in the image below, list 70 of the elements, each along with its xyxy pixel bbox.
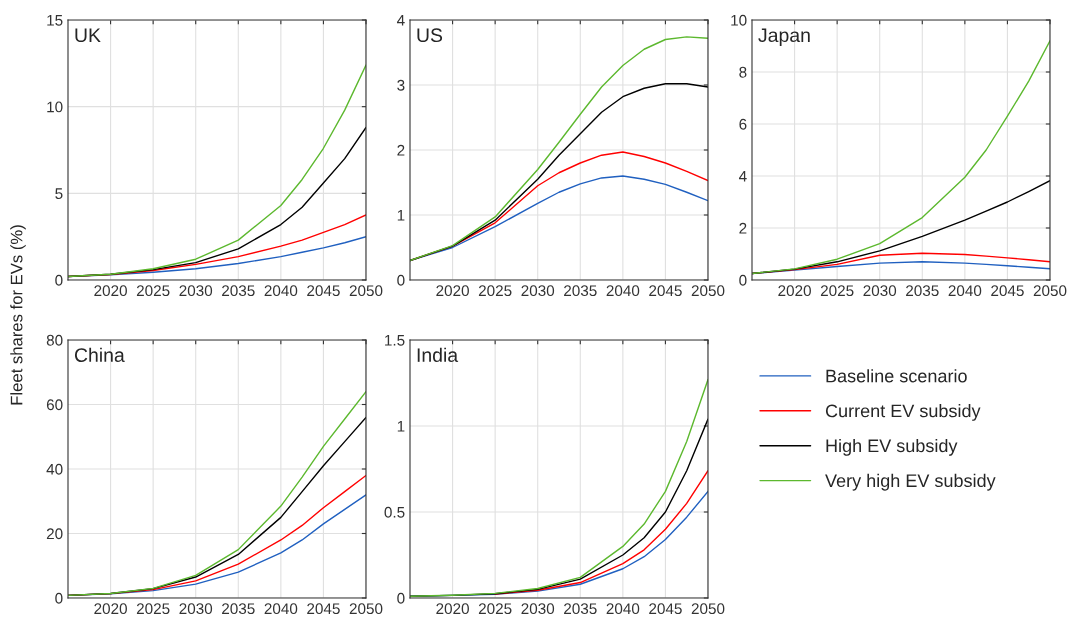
x-tick-label: 2040 [606,285,640,297]
line-series [494,470,708,595]
y-tick-label: 0.5 [384,506,405,518]
x-tick-label: 2040 [264,285,298,297]
y-tick-label: 1 [397,210,405,221]
y-tick-label: 4 [396,15,405,26]
x-tick-label: 2030 [521,285,555,297]
y-tick-label: 40 [46,463,63,475]
x-tick-label: 2030 [179,603,213,615]
y-tick-label: 10 [731,14,747,26]
x-tick-label: 2050 [349,603,383,615]
x-tick-label: 2035 [564,603,597,615]
x-tick-label: 2035 [222,285,255,297]
y-tick-label: 0 [55,274,63,286]
y-tick-label: 0 [739,274,747,286]
x-tick-label: 2025 [478,603,512,615]
x-tick-label: 2050 [1033,285,1067,297]
chart-title: US [417,28,443,43]
y-tick-label: 0 [397,592,405,604]
y-tick-label: 0 [55,592,63,604]
y-tick-label: 2 [397,144,405,156]
x-tick-label: 2025 [820,285,854,297]
x-tick-label: 2045 [649,285,682,297]
y-tick-label: 2 [739,222,747,234]
legend-label: Baseline scenario [826,369,967,383]
chart-title: China [74,347,125,363]
x-tick-label: 2050 [349,285,383,297]
x-tick-label: 2040 [264,603,298,615]
y-tick-label: 5 [55,188,63,200]
x-tick-label: 2020 [436,603,469,615]
legend-label: Current EV subsidy [825,404,981,421]
x-tick-label: 2030 [521,603,555,615]
x-tick-label: 2020 [778,285,811,297]
y-tick-label: 8 [739,66,747,78]
y-tick-label: 80 [46,334,63,346]
x-tick-label: 2020 [436,285,469,297]
y-tick-label: 1 [397,421,405,432]
x-tick-label: 2035 [222,603,255,615]
y-tick-label: 15 [47,15,63,26]
y-axis-title: Fleet shares for EVs (%) [10,225,26,405]
x-tick-label: 2030 [179,285,213,297]
x-tick-label: 2040 [606,603,640,615]
x-tick-label: 2045 [991,285,1024,297]
x-tick-label: 2045 [307,603,340,615]
x-tick-label: 2050 [691,285,725,297]
y-tick-label: 3 [397,79,405,91]
chart-title: UK [75,28,101,43]
y-tick-label: 20 [46,528,63,540]
x-tick-label: 2030 [863,285,897,297]
x-tick-label: 2045 [307,285,340,297]
legend-label: Very high EV subsidy [825,473,996,491]
chart-title: Japan [758,28,810,46]
x-tick-label: 2025 [136,603,170,615]
y-tick-label: 4 [738,171,747,182]
y-tick-label: 0 [397,274,405,286]
x-tick-label: 2025 [136,285,170,297]
y-tick-label: 6 [739,118,747,130]
x-tick-label: 2035 [564,285,597,297]
y-tick-label: 1.5 [385,335,405,346]
x-tick-label: 2035 [906,285,939,297]
y-tick-label: 60 [46,399,63,411]
x-tick-label: 2020 [94,603,127,615]
x-tick-label: 2040 [948,285,982,297]
x-tick-label: 2025 [478,285,512,297]
chart-title: India [417,347,459,363]
legend-label: High EV subsidy [826,438,958,456]
x-tick-label: 2045 [649,603,682,615]
x-tick-label: 2050 [691,603,725,615]
x-tick-label: 2020 [94,285,127,297]
y-tick-label: 10 [47,101,63,113]
